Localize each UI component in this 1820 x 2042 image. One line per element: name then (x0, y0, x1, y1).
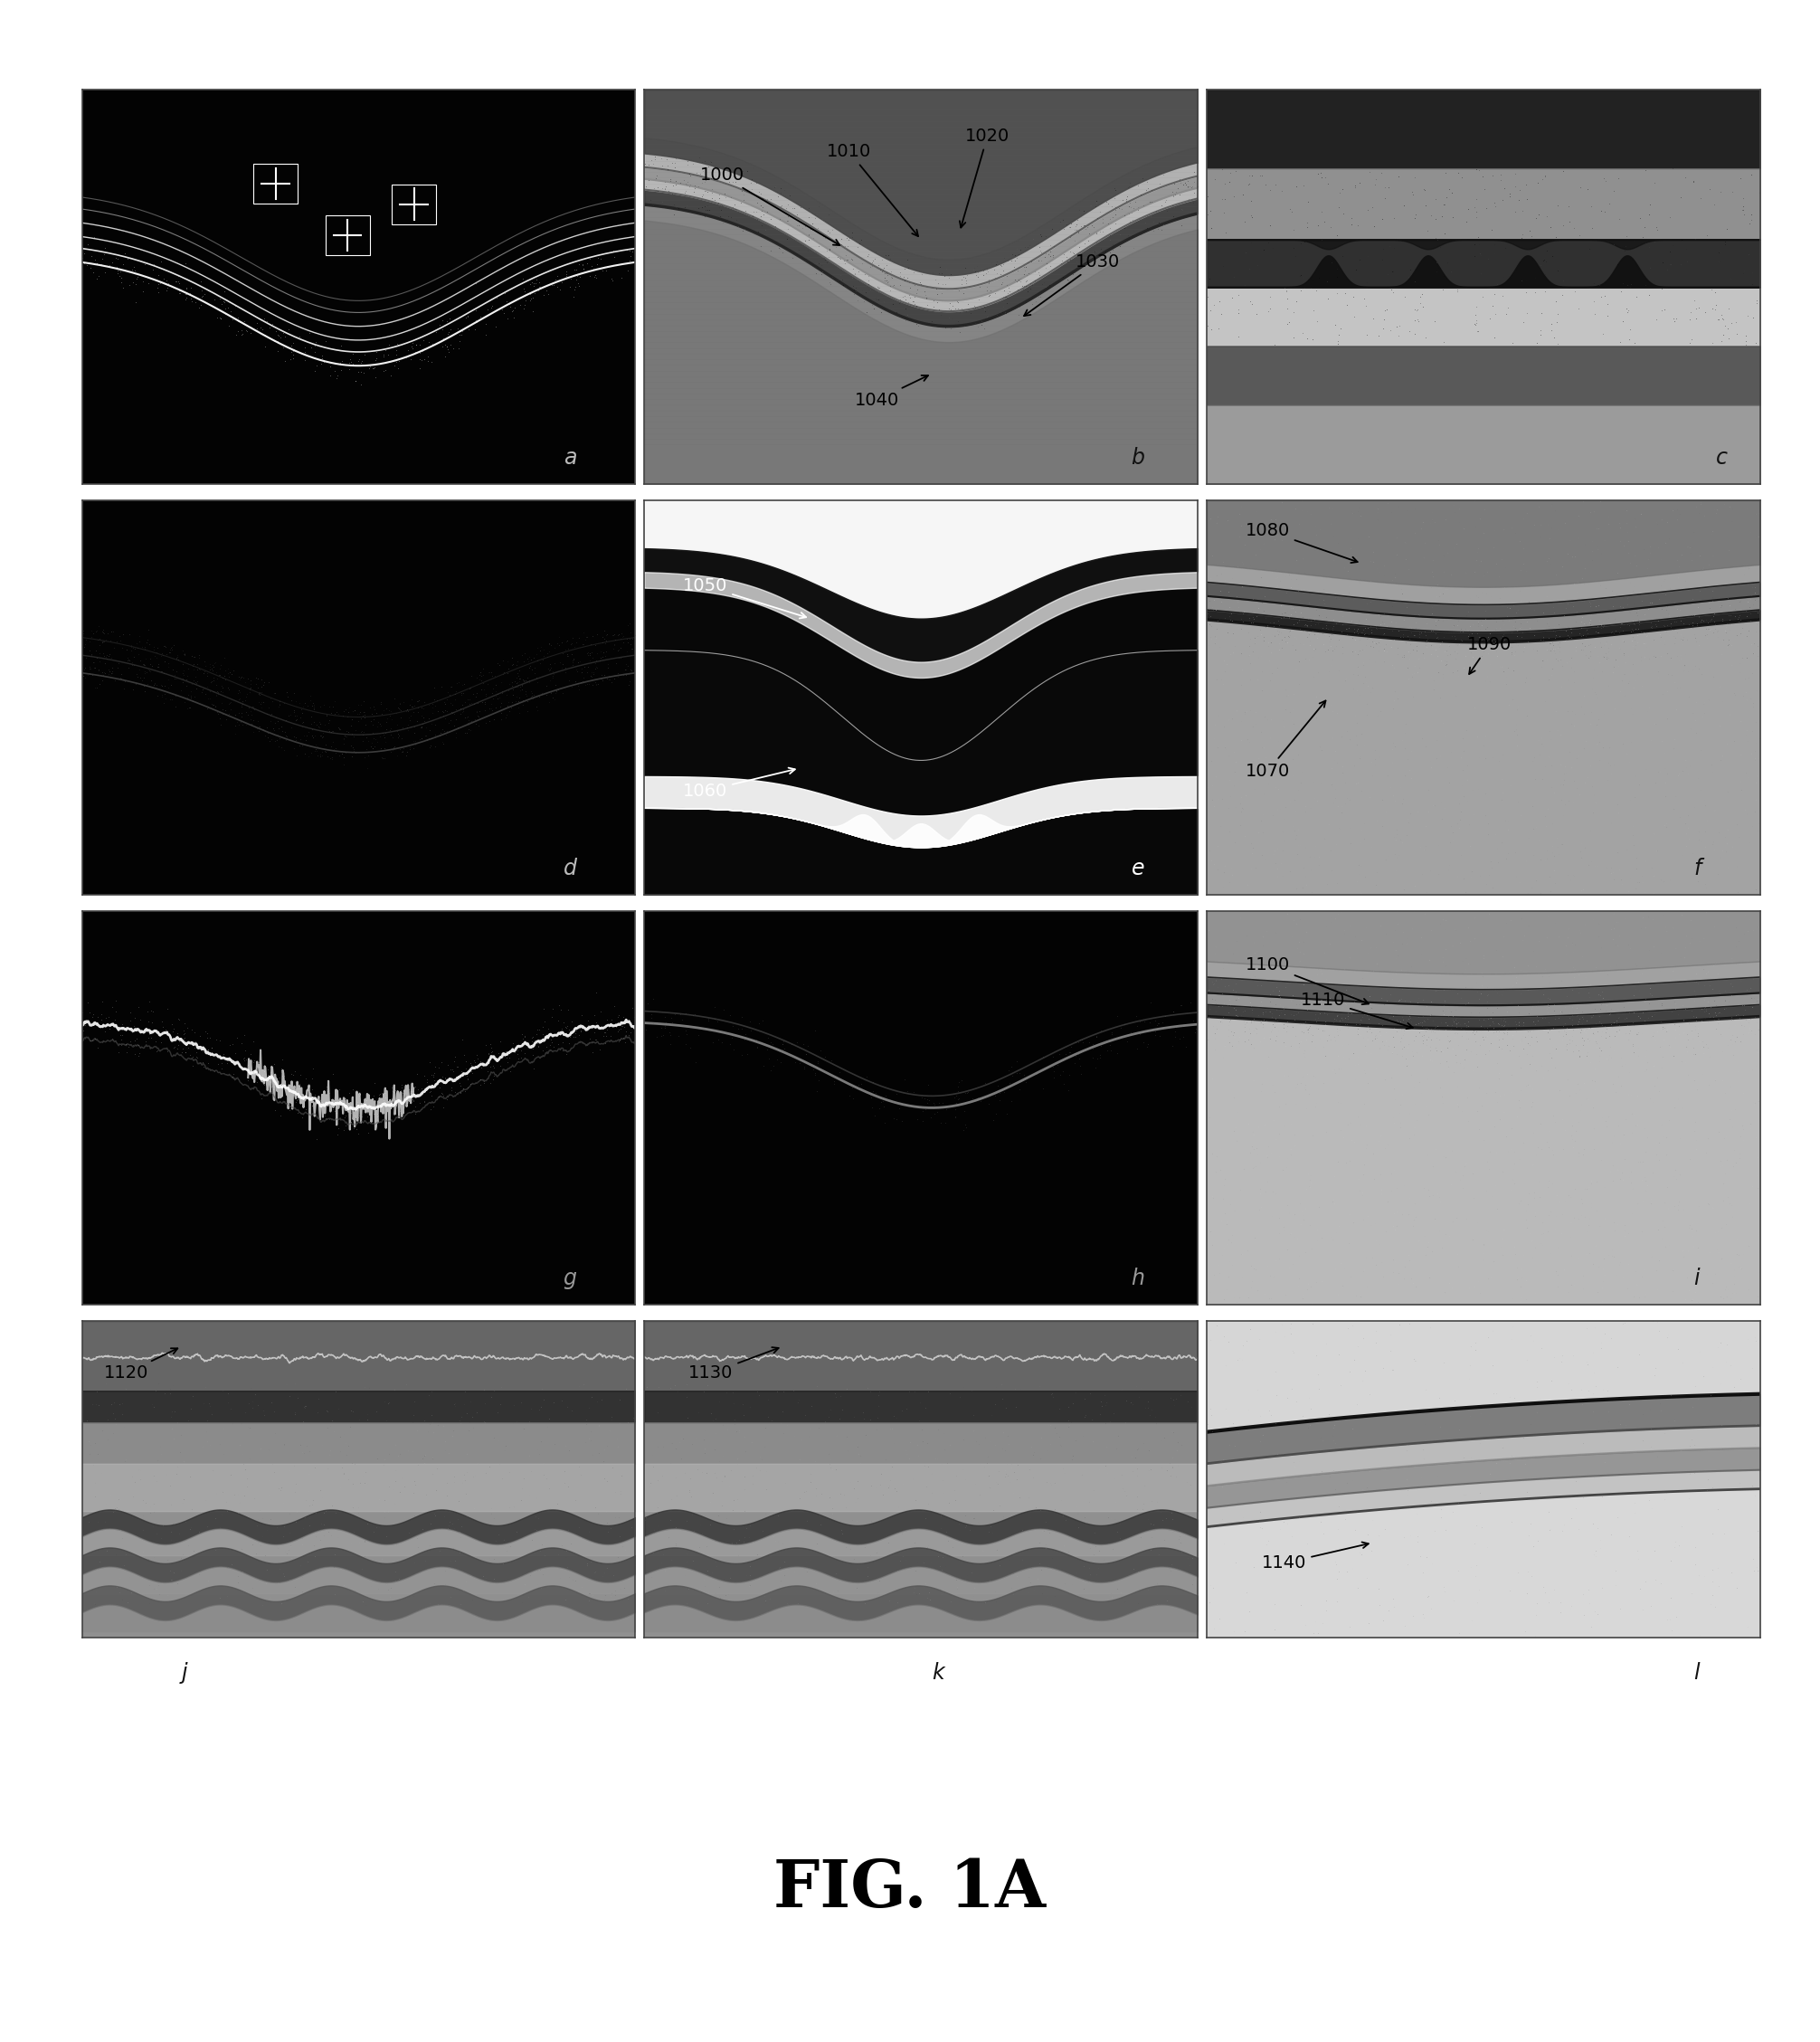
Text: 1140: 1140 (1261, 1542, 1369, 1572)
Text: k: k (932, 1662, 945, 1683)
Text: 1030: 1030 (1025, 253, 1121, 317)
Text: f: f (1694, 858, 1702, 880)
Text: 1010: 1010 (826, 143, 917, 237)
Text: l: l (1694, 1662, 1700, 1683)
Text: 1120: 1120 (104, 1348, 178, 1382)
Text: d: d (562, 858, 577, 880)
Text: b: b (1132, 447, 1145, 470)
Text: 1040: 1040 (855, 376, 928, 408)
Text: 1000: 1000 (699, 167, 839, 245)
Text: 1090: 1090 (1467, 637, 1511, 674)
Bar (391, 184, 437, 225)
Text: 1110: 1110 (1301, 992, 1412, 1029)
Bar (253, 163, 298, 204)
Text: 1070: 1070 (1245, 700, 1325, 780)
Text: h: h (1132, 1268, 1145, 1291)
Text: FIG. 1A: FIG. 1A (774, 1856, 1046, 1922)
Text: 1060: 1060 (682, 768, 795, 800)
Text: 1050: 1050 (682, 578, 806, 619)
Text: j: j (182, 1662, 187, 1683)
Text: i: i (1694, 1268, 1700, 1291)
Text: e: e (1132, 858, 1145, 880)
Bar (326, 216, 369, 255)
Text: 1020: 1020 (959, 127, 1010, 227)
Text: a: a (562, 447, 577, 470)
Text: g: g (562, 1268, 577, 1291)
Text: c: c (1716, 447, 1727, 470)
Text: 1100: 1100 (1245, 956, 1369, 1005)
Text: 1080: 1080 (1245, 523, 1358, 564)
Text: 1130: 1130 (688, 1348, 779, 1382)
